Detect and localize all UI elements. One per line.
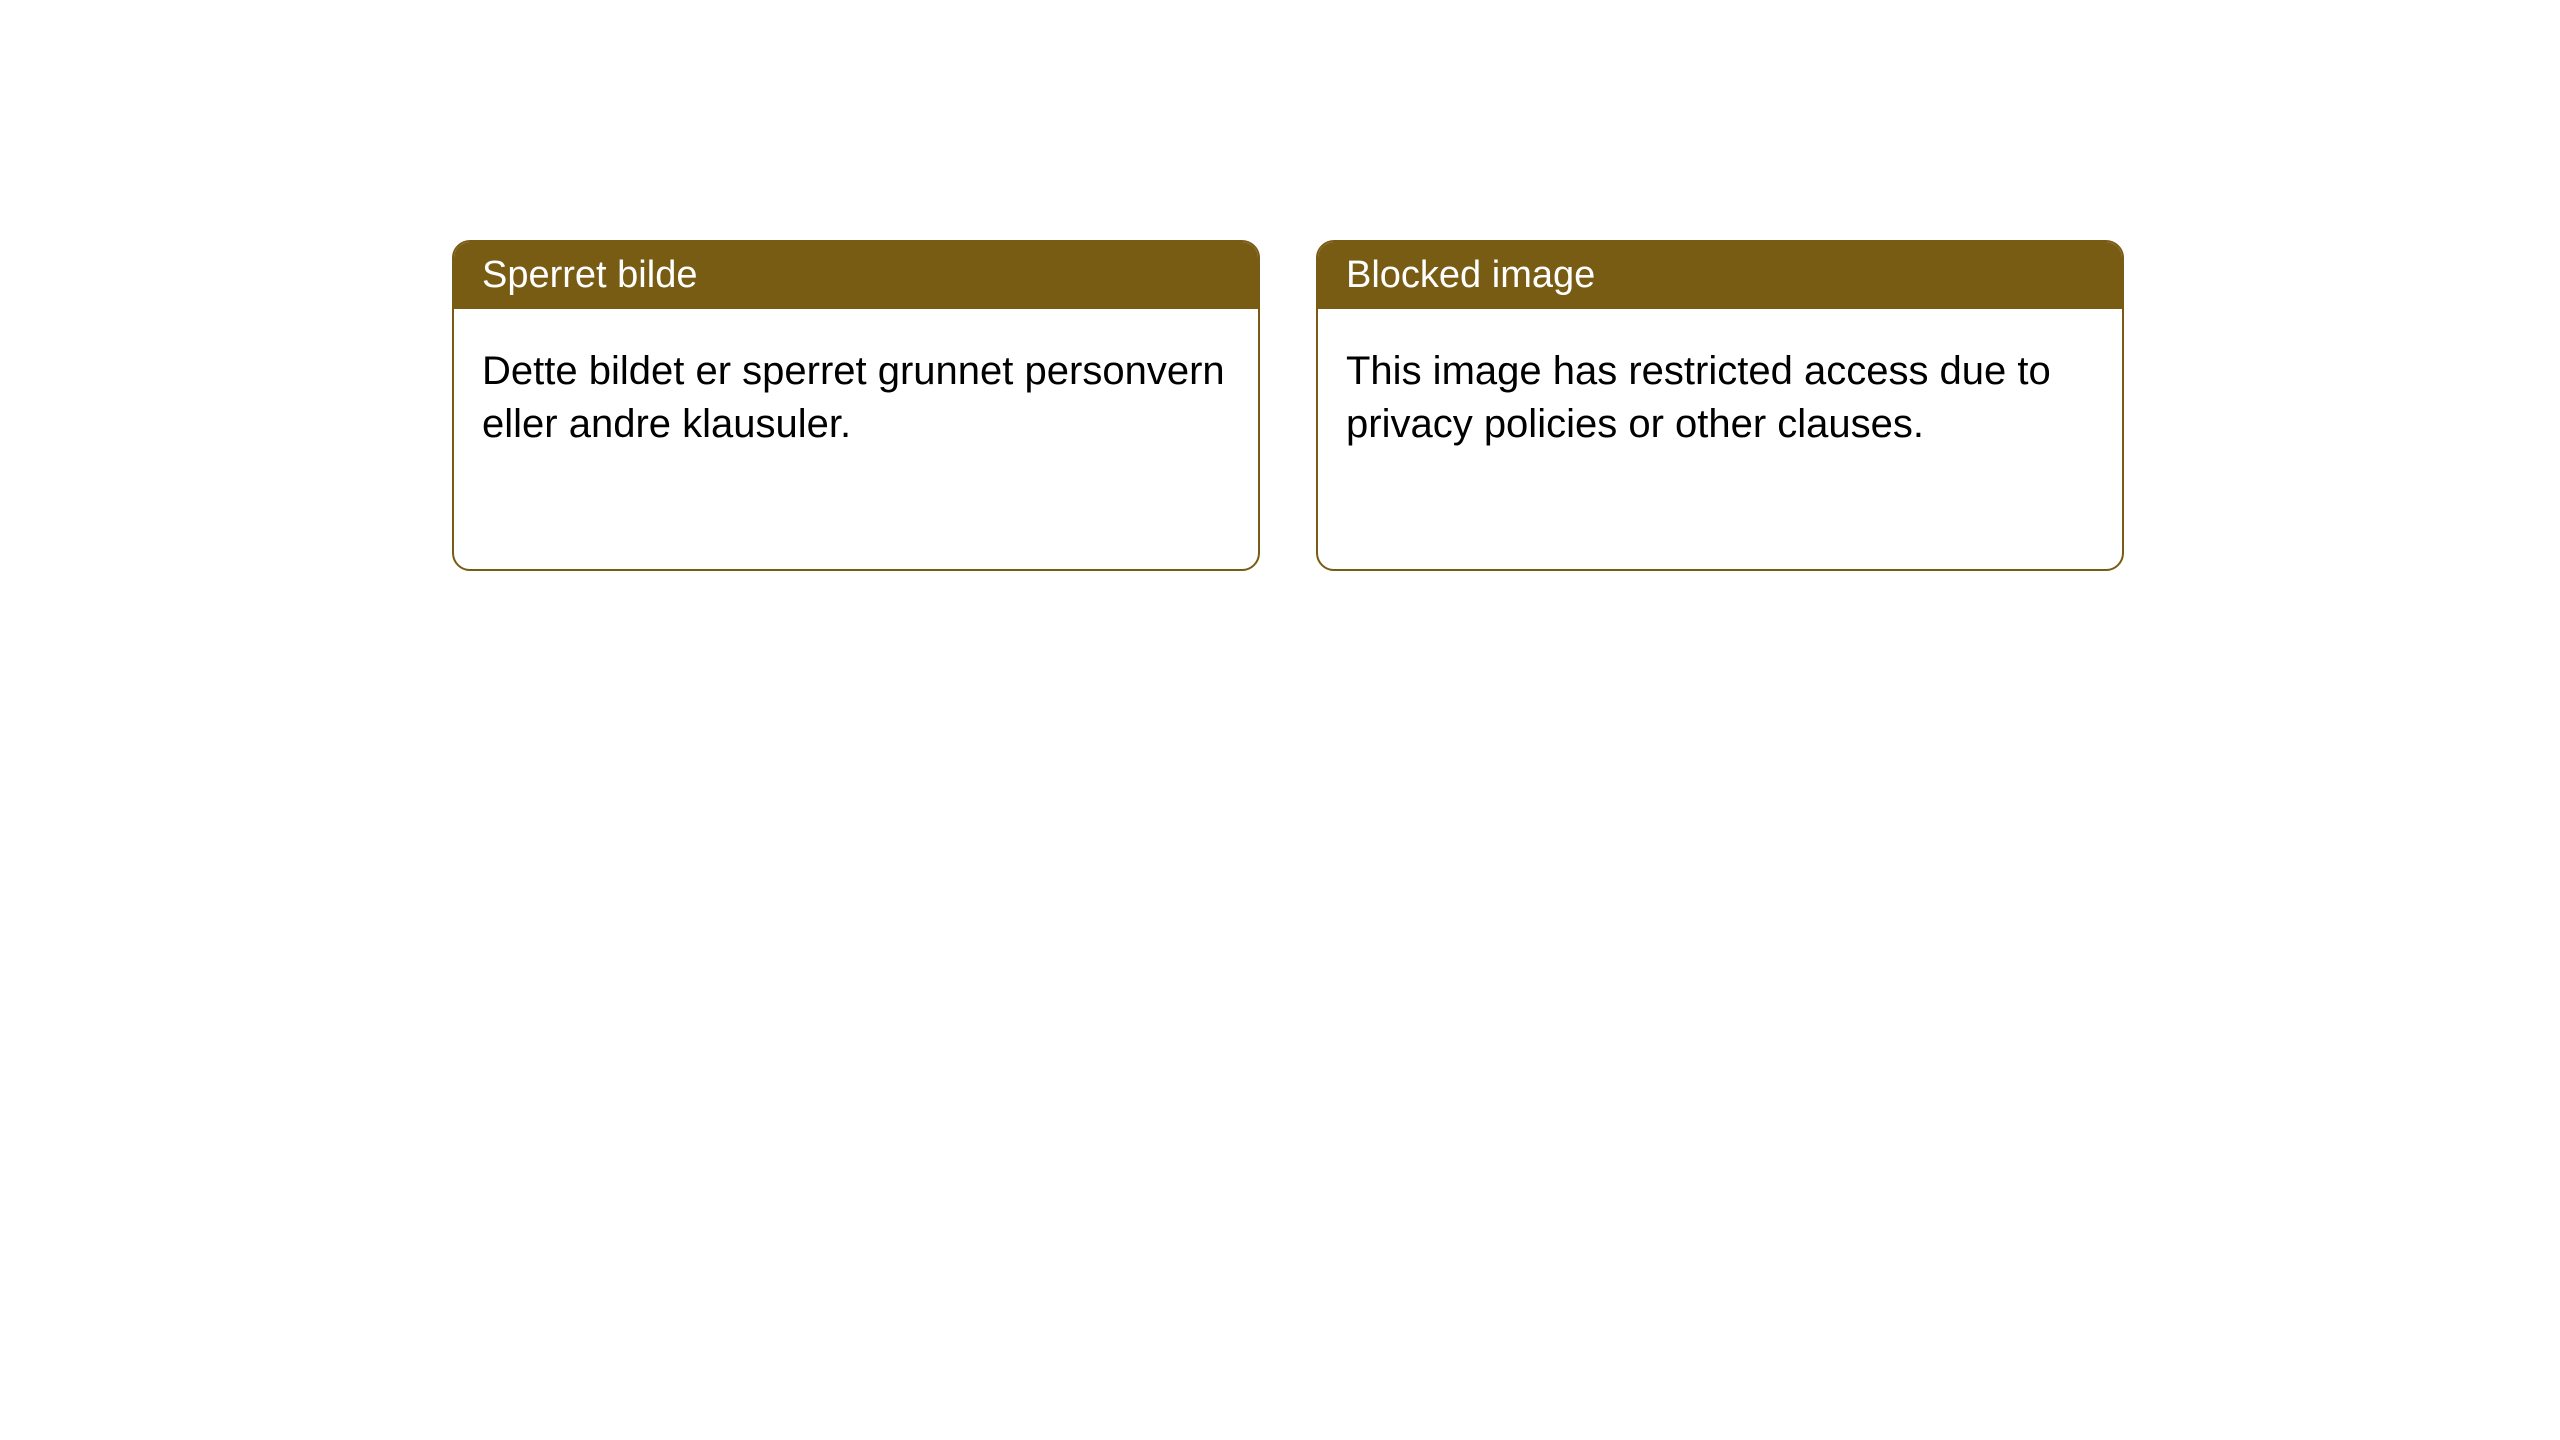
notice-title: Blocked image [1346,254,1595,296]
notice-body: Dette bildet er sperret grunnet personve… [454,309,1258,569]
notice-body: This image has restricted access due to … [1318,309,2122,569]
notice-text: This image has restricted access due to … [1346,349,2051,446]
notice-header: Sperret bilde [454,242,1258,309]
notice-title: Sperret bilde [482,254,697,296]
notice-card-english: Blocked image This image has restricted … [1316,240,2124,571]
notice-header: Blocked image [1318,242,2122,309]
notice-card-norwegian: Sperret bilde Dette bildet er sperret gr… [452,240,1260,571]
notice-text: Dette bildet er sperret grunnet personve… [482,349,1225,446]
notice-container: Sperret bilde Dette bildet er sperret gr… [0,0,2560,571]
